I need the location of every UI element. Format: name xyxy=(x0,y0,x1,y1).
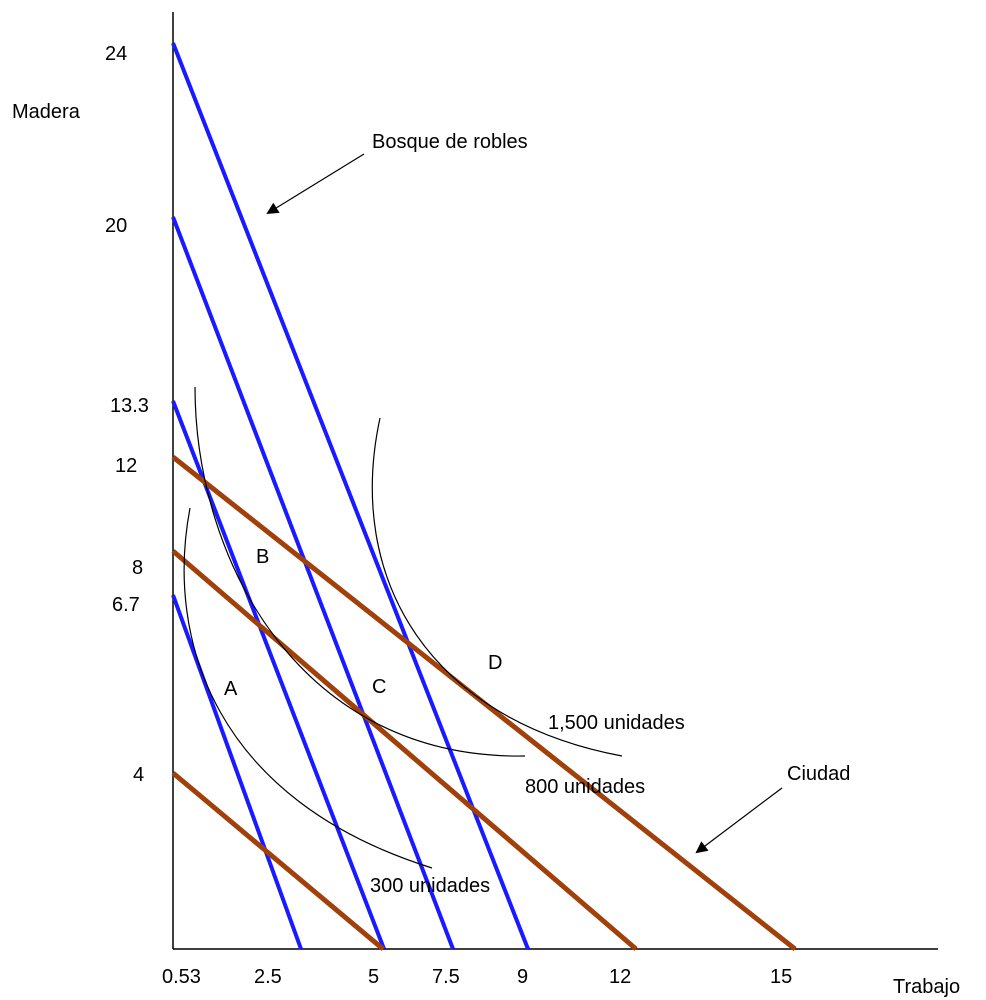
point-label-b: B xyxy=(256,546,269,568)
y-tick-label: 8 xyxy=(132,557,143,579)
isoquant-curve-1500 xyxy=(371,417,623,757)
x-axis-label: Trabajo xyxy=(893,976,960,998)
isoquant-label: 800 unidades xyxy=(525,776,645,798)
city-isocost-line xyxy=(171,455,797,951)
x-tick-label: 5 xyxy=(368,966,379,988)
point-label-a: A xyxy=(224,678,238,700)
x-tick-label: 9 xyxy=(517,966,528,988)
point-label-c: C xyxy=(372,676,386,698)
y-tick-label: 4 xyxy=(133,764,144,786)
x-tick-label: 0.53 xyxy=(162,966,201,988)
city-annotation: Ciudad xyxy=(787,763,850,785)
isoquant-label: 1,500 unidades xyxy=(548,712,685,734)
y-axis-label: Madera xyxy=(12,101,81,123)
y-tick-label: 20 xyxy=(105,215,127,237)
city-isocost-line xyxy=(171,771,385,951)
isoquant-curve-300 xyxy=(183,507,433,869)
y-tick-label: 6.7 xyxy=(112,594,140,616)
forest-arrow xyxy=(266,153,365,215)
y-tick-label: 13.3 xyxy=(110,395,149,417)
city-arrow xyxy=(695,787,783,854)
y-tick-label: 12 xyxy=(115,455,137,477)
forest-isocost-line xyxy=(171,42,530,950)
forest-isocost-line xyxy=(171,594,303,950)
isoquant-label: 300 unidades xyxy=(370,875,490,897)
forest-isocost-line xyxy=(171,216,455,950)
city-isocost-line xyxy=(171,549,638,951)
y-tick-label: 24 xyxy=(105,43,127,65)
isoquant-curve-800 xyxy=(194,386,526,757)
point-label-d: D xyxy=(488,652,502,674)
x-tick-label: 15 xyxy=(770,966,792,988)
x-tick-label: 12 xyxy=(609,966,631,988)
x-tick-label: 7.5 xyxy=(432,966,460,988)
forest-annotation: Bosque de robles xyxy=(372,131,528,153)
x-tick-label: 2.5 xyxy=(254,966,282,988)
